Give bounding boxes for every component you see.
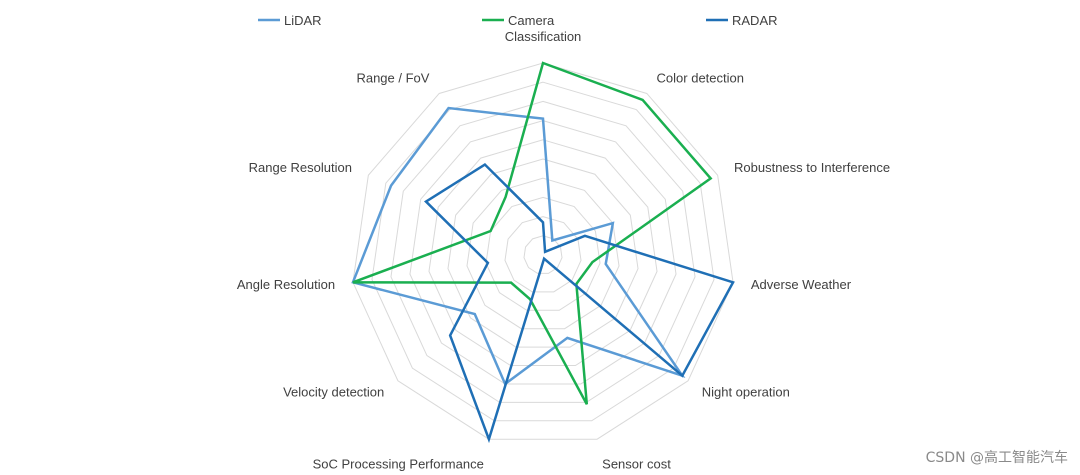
grid-ring xyxy=(466,177,620,330)
axis-label: Angle Resolution xyxy=(237,277,335,292)
axis-label: Velocity detection xyxy=(283,385,384,400)
axis-label: Robustness to Interference xyxy=(734,160,890,175)
axis-label: Adverse Weather xyxy=(751,277,852,292)
radar-grid xyxy=(352,62,734,440)
grid-ring xyxy=(352,62,734,440)
grid-ring xyxy=(409,120,677,385)
series-line-lidar xyxy=(351,106,686,386)
grid-ring xyxy=(485,196,601,311)
axis-label: Night operation xyxy=(702,385,790,400)
axis-label: Range Resolution xyxy=(249,160,352,175)
grid-ring xyxy=(447,158,639,348)
watermark: CSDN @高工智能汽车 xyxy=(925,450,1068,466)
axis-label: SoC Processing Performance xyxy=(313,456,484,471)
grid-ring xyxy=(428,139,658,367)
axis-label: Range / FoV xyxy=(356,70,429,85)
grid-ring xyxy=(371,81,715,422)
series-line-camera xyxy=(352,61,713,405)
legend-label-camera: Camera xyxy=(508,13,555,28)
series-line-radar xyxy=(423,162,735,444)
axis-label: Color detection xyxy=(657,70,744,85)
axis-labels: Classification Color detection Robustness … xyxy=(237,29,890,471)
grid-ring xyxy=(504,216,582,293)
axis-label: Sensor cost xyxy=(602,456,671,471)
grid-ring xyxy=(390,100,696,403)
legend: LiDAR Camera RADAR xyxy=(258,13,778,28)
series-group xyxy=(351,61,735,444)
legend-label-lidar: LiDAR xyxy=(284,13,322,28)
legend-label-radar: RADAR xyxy=(732,13,778,28)
axis-label: Classification xyxy=(505,29,582,44)
